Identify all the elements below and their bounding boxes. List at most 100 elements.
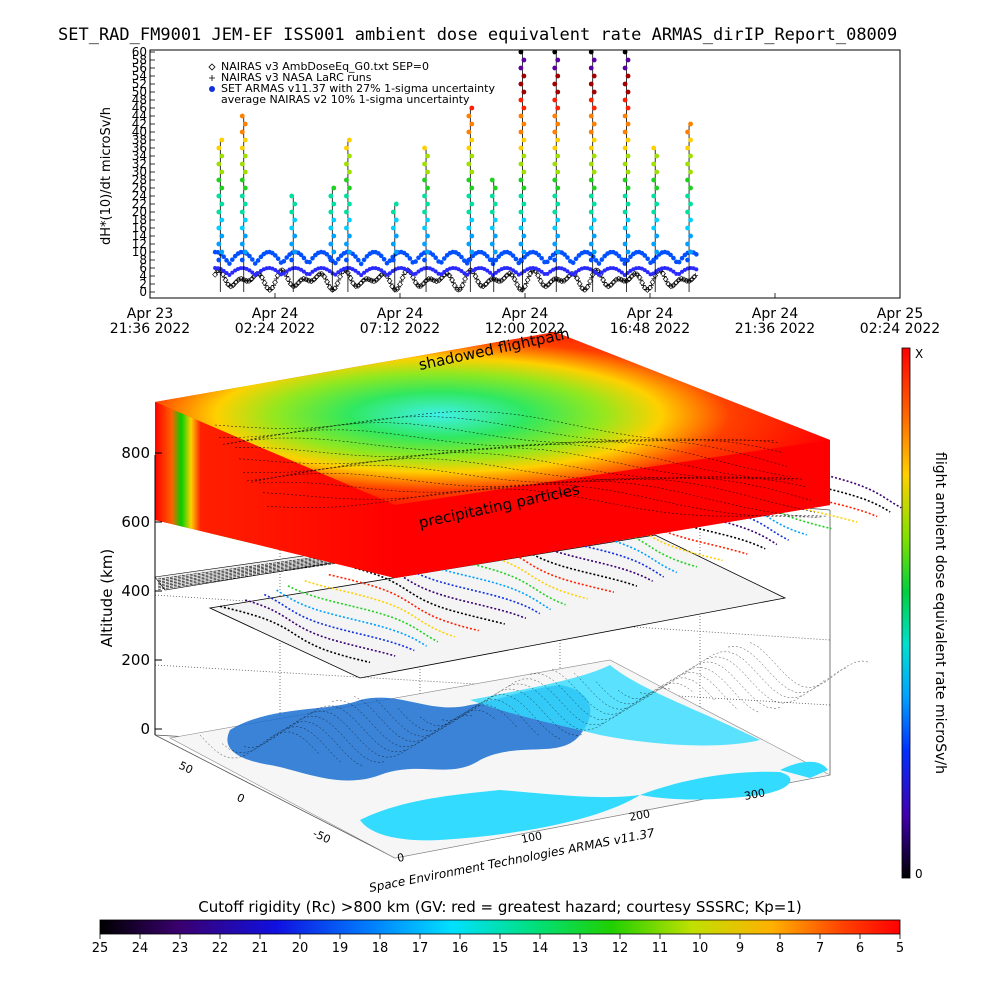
armas-spike-point xyxy=(622,49,628,55)
armas-spike-point xyxy=(552,145,558,151)
armas-spike-point xyxy=(347,137,352,143)
nairas-diamond-point xyxy=(365,276,372,283)
armas-spike-point xyxy=(555,57,561,63)
armas-spike-point xyxy=(555,233,561,239)
shell-track xyxy=(258,480,820,518)
nairas-diamond-point xyxy=(587,278,594,285)
legend-entry-label: NAIRAS v3 NASA LaRC runs xyxy=(221,71,372,84)
armas-point xyxy=(539,255,544,261)
armas-spike-point xyxy=(622,65,628,71)
armas-point xyxy=(304,271,309,276)
top-y-tick-label: 42 xyxy=(132,117,147,131)
armas-spike-point xyxy=(622,209,628,215)
ribbon-side-track xyxy=(157,547,391,581)
armas-spike-point xyxy=(216,225,222,231)
armas-point xyxy=(450,266,455,271)
armas-point xyxy=(353,268,358,273)
nairas-diamond-point xyxy=(391,286,398,293)
armas-spike-point xyxy=(688,153,693,159)
armas-spike-point xyxy=(518,49,524,55)
nairas-diamond-point xyxy=(501,275,508,282)
armas-point xyxy=(253,272,258,277)
nairas-diamond-point xyxy=(644,286,651,293)
armas-spike-point xyxy=(625,217,631,223)
nairas-diamond-point xyxy=(545,281,552,288)
top-y-tick-label: 36 xyxy=(132,141,147,155)
nairas-diamond-point xyxy=(352,283,359,290)
armas-spike-point xyxy=(393,233,399,239)
top-y-tick-label: 30 xyxy=(132,165,147,179)
armas-spike-point xyxy=(591,233,597,239)
colorbar-bottom-label: 0 xyxy=(915,867,923,881)
nairas-diamond-point xyxy=(634,271,640,278)
armas-spike-point xyxy=(518,113,524,119)
armas-spike-point xyxy=(651,193,657,199)
latitude-tick-label: 0 xyxy=(235,791,247,806)
armas-spike-point xyxy=(216,177,222,183)
armas-point xyxy=(465,272,470,277)
armas-spike-point xyxy=(654,153,660,159)
armas-point xyxy=(459,254,464,260)
armas-spike-point xyxy=(622,193,628,199)
nairas-diamond-point xyxy=(399,274,406,281)
top-y-tick-label: 24 xyxy=(132,189,147,203)
armas-spike-point xyxy=(521,89,527,95)
armas-spike-point xyxy=(219,233,225,239)
map-ground-track xyxy=(749,642,871,688)
nairas-diamond-point xyxy=(493,277,500,284)
armas-spike-point xyxy=(591,201,597,207)
shell-track xyxy=(222,422,784,453)
armas-spike-point xyxy=(393,217,399,223)
armas-spike-point xyxy=(216,257,222,263)
armas-spike-point xyxy=(489,177,495,183)
armas-point xyxy=(622,261,628,266)
armas-point xyxy=(382,270,387,275)
map-ground-track xyxy=(287,710,409,758)
armas-point xyxy=(370,266,375,271)
armas-spike-point xyxy=(393,249,399,255)
top-y-tick-label: 10 xyxy=(132,245,147,259)
armas-point xyxy=(488,270,493,275)
nairas-diamond-point xyxy=(311,276,317,283)
armas-point xyxy=(617,268,622,273)
armas-point xyxy=(416,269,421,274)
armas-spike-point xyxy=(591,57,597,63)
nairas-diamond-point xyxy=(227,283,234,290)
armas-spike-point xyxy=(622,145,628,151)
armas-spike-point xyxy=(552,209,558,215)
top-x-tick-label-time: 02:24 2022 xyxy=(235,321,315,337)
nairas-diamond-point xyxy=(436,277,442,284)
armas-point xyxy=(333,272,338,277)
armas-spike-point xyxy=(425,249,430,255)
nairas-diamond-point xyxy=(626,276,633,283)
armas-spike-point xyxy=(347,249,352,255)
armas-spike-point xyxy=(344,257,349,263)
nairas-diamond-point xyxy=(449,277,456,283)
armas-point xyxy=(439,272,444,277)
armas-point xyxy=(599,270,604,275)
armas-spike-point xyxy=(555,217,561,223)
armas-spike-point xyxy=(625,137,631,143)
armas-spike-point xyxy=(625,121,631,127)
nairas-diamond-point xyxy=(576,280,583,287)
armas-spike-point xyxy=(242,121,248,127)
armas-spike-point xyxy=(591,185,597,191)
legend-diamond-icon xyxy=(208,63,216,71)
nairas-diamond-point xyxy=(506,270,513,277)
armas-spike-point xyxy=(331,249,337,255)
rc-tick-label: 16 xyxy=(452,941,469,956)
nairas-diamond-point xyxy=(394,286,401,292)
armas-spike-point xyxy=(216,161,222,167)
rc-tick-label: 14 xyxy=(532,941,549,956)
armas-spike-point xyxy=(518,161,524,167)
armas-spike-point xyxy=(654,249,660,255)
armas-point xyxy=(301,269,306,274)
rc-tick-label: 19 xyxy=(332,941,349,956)
armas-spike-point xyxy=(216,209,222,215)
armas-point xyxy=(284,255,290,260)
map-ground-track xyxy=(463,688,585,736)
armas-spike-point xyxy=(242,201,248,207)
armas-spike-point xyxy=(242,249,248,255)
armas-spike-point xyxy=(242,217,248,223)
armas-point xyxy=(536,267,541,272)
